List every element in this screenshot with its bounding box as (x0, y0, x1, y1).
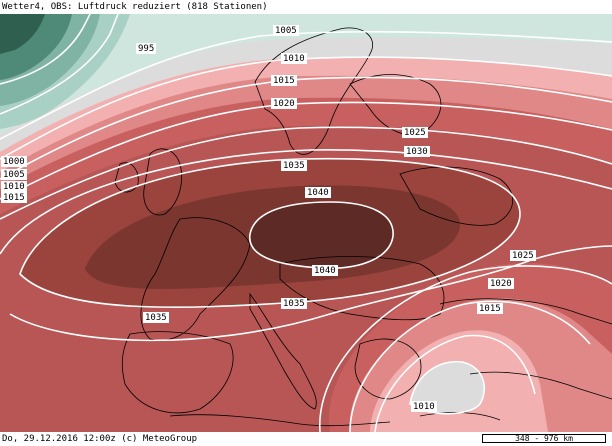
label-1010: 1010 (281, 53, 307, 64)
svg-text:1020: 1020 (490, 279, 512, 289)
label-1025: 1025 (402, 127, 428, 138)
svg-text:1015: 1015 (273, 76, 295, 86)
footer-bar: Do, 29.12.2016 12:00z (c) MeteoGroup 348… (0, 432, 612, 446)
svg-text:1005: 1005 (275, 26, 297, 36)
svg-text:1010: 1010 (283, 54, 305, 64)
isobar-1010 (0, 56, 612, 160)
svg-text:1005: 1005 (3, 170, 25, 180)
label-1040b: 1040 (312, 265, 338, 276)
label-1030: 1030 (404, 146, 430, 157)
isobar-995 (0, 14, 91, 85)
isobar-se-1020 (349, 300, 591, 432)
svg-text:1010: 1010 (413, 402, 435, 412)
label-w1010: 1010 (1, 181, 27, 192)
svg-text:1025: 1025 (404, 128, 426, 138)
label-w1000: 1000 (1, 156, 27, 167)
label-1005: 1005 (273, 25, 299, 36)
label-1035a: 1035 (281, 160, 307, 171)
isobar-labels: 995 1005 1010 1015 1020 1025 1030 1035 1… (1, 25, 536, 412)
scale-bar: 348 - 976 km (482, 434, 606, 443)
label-995: 995 (136, 43, 156, 54)
field-985-band (0, 14, 45, 54)
isobar-1025 (0, 126, 612, 220)
label-1035c: 1035 (143, 312, 169, 323)
isobar-1040 (249, 201, 394, 269)
svg-text:1030: 1030 (406, 147, 428, 157)
svg-text:1000: 1000 (3, 157, 25, 167)
isobar-1000 (0, 14, 119, 115)
field-se-1015 (410, 361, 485, 414)
svg-text:1035: 1035 (283, 299, 305, 309)
isobar-se-1010 (409, 360, 486, 415)
label-e1020: 1020 (488, 278, 514, 289)
label-1015: 1015 (271, 75, 297, 86)
label-e1015: 1015 (477, 303, 503, 314)
label-w1015: 1015 (1, 192, 27, 203)
footer-datetime: Do, 29.12.2016 12:00z (c) MeteoGroup (2, 434, 198, 444)
isobar-1035-outer (9, 245, 612, 342)
label-e1025: 1025 (510, 250, 536, 261)
label-1020: 1020 (271, 98, 297, 109)
svg-text:1015: 1015 (3, 193, 25, 203)
map-title: Wetter4, OBS: Luftdruck reduziert (818 S… (0, 0, 612, 14)
isobars (0, 14, 612, 432)
pressure-map: 995 1005 1010 1015 1020 1025 1030 1035 1… (0, 14, 612, 432)
svg-text:1035: 1035 (145, 313, 167, 323)
svg-text:1015: 1015 (479, 304, 501, 314)
svg-text:1040: 1040 (307, 188, 329, 198)
svg-text:1035: 1035 (283, 161, 305, 171)
field-1045-core (249, 202, 394, 269)
svg-text:1040: 1040 (314, 266, 336, 276)
label-w1005: 1005 (1, 169, 27, 180)
isobar-se-1015 (374, 334, 536, 432)
label-1035b: 1035 (281, 298, 307, 309)
svg-text:1020: 1020 (273, 99, 295, 109)
isobar-1030 (0, 149, 612, 255)
isobar-1035 (19, 157, 521, 308)
svg-text:1025: 1025 (512, 251, 534, 261)
isobar-1005 (0, 30, 612, 140)
svg-text:995: 995 (138, 44, 154, 54)
label-1040a: 1040 (305, 187, 331, 198)
isobar-se-1025 (319, 265, 612, 432)
svg-text:1010: 1010 (3, 182, 25, 192)
label-e1010: 1010 (411, 401, 437, 412)
